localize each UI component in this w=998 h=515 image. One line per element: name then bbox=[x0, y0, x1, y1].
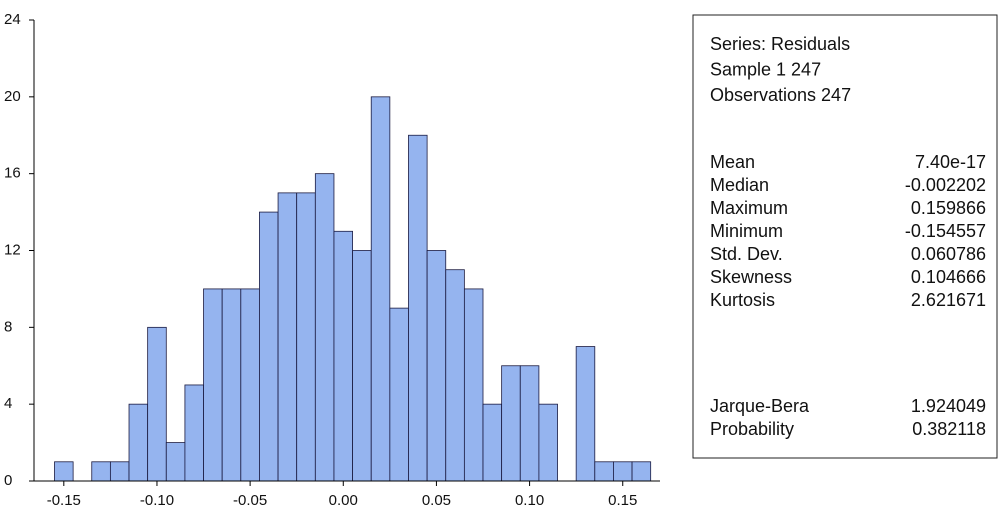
bar bbox=[483, 404, 502, 481]
bar bbox=[148, 327, 167, 481]
stat-label: Skewness bbox=[710, 267, 792, 287]
y-tick-label: 20 bbox=[4, 88, 21, 105]
stats-header: Series: Residuals bbox=[710, 34, 850, 54]
bar bbox=[595, 462, 614, 481]
bar bbox=[185, 385, 204, 481]
bar bbox=[390, 308, 409, 481]
bar bbox=[520, 366, 539, 481]
bar bbox=[204, 289, 223, 481]
bar bbox=[353, 251, 372, 482]
bar bbox=[259, 212, 278, 481]
y-tick-label: 8 bbox=[4, 318, 12, 335]
y-tick-label: 4 bbox=[4, 395, 12, 412]
bar bbox=[166, 443, 185, 481]
bar bbox=[110, 462, 129, 481]
y-tick-label: 12 bbox=[4, 241, 21, 258]
bar bbox=[539, 404, 558, 481]
bar bbox=[129, 404, 148, 481]
x-tick-label: 0.05 bbox=[422, 492, 451, 509]
x-tick-label: -0.10 bbox=[140, 492, 174, 509]
stat-label: Maximum bbox=[710, 198, 788, 218]
stat-label: Jarque-Bera bbox=[710, 396, 810, 416]
stat-value: -0.002202 bbox=[905, 175, 986, 195]
bar bbox=[222, 289, 241, 481]
stats-header: Sample 1 247 bbox=[710, 59, 821, 79]
stat-label: Probability bbox=[710, 419, 794, 439]
stat-label: Mean bbox=[710, 152, 755, 172]
stat-label: Std. Dev. bbox=[710, 244, 783, 264]
stat-value: 2.621671 bbox=[911, 290, 986, 310]
bar bbox=[297, 193, 316, 481]
bar bbox=[92, 462, 111, 481]
x-tick-label: 0.15 bbox=[608, 492, 637, 509]
bar bbox=[315, 174, 334, 481]
bar bbox=[54, 462, 73, 481]
bar bbox=[446, 270, 465, 481]
stat-value: 1.924049 bbox=[911, 396, 986, 416]
y-tick-label: 0 bbox=[4, 472, 12, 489]
bar bbox=[241, 289, 260, 481]
x-tick-label: -0.05 bbox=[233, 492, 267, 509]
bar bbox=[613, 462, 632, 481]
stat-value: -0.154557 bbox=[905, 221, 986, 241]
stat-label: Kurtosis bbox=[710, 290, 775, 310]
bar bbox=[632, 462, 651, 481]
bar bbox=[371, 97, 390, 481]
chart: 0 4 8 12 16 20 24 -0.15 -0.10 -0.05 0.00 0.05 0.10 0.… bbox=[0, 0, 998, 515]
stat-value: 0.104666 bbox=[911, 267, 986, 287]
bar bbox=[464, 289, 483, 481]
y-tick-label: 24 bbox=[4, 11, 21, 28]
bar bbox=[427, 251, 446, 482]
x-tick-label: 0.00 bbox=[329, 492, 358, 509]
stat-label: Median bbox=[710, 175, 769, 195]
bar bbox=[576, 347, 595, 481]
stats-header: Observations 247 bbox=[710, 85, 851, 105]
bar bbox=[278, 193, 297, 481]
stat-value: 0.382118 bbox=[912, 419, 986, 439]
stat-label: Minimum bbox=[710, 221, 783, 241]
bar bbox=[502, 366, 521, 481]
x-tick-label: -0.15 bbox=[47, 492, 81, 509]
stat-value: 7.40e-17 bbox=[915, 152, 986, 172]
x-tick-label: 0.10 bbox=[515, 492, 544, 509]
stat-value: 0.159866 bbox=[911, 198, 986, 218]
bar bbox=[408, 135, 427, 481]
stat-value: 0.060786 bbox=[911, 244, 986, 264]
y-tick-label: 16 bbox=[4, 165, 21, 182]
bar bbox=[334, 231, 353, 481]
